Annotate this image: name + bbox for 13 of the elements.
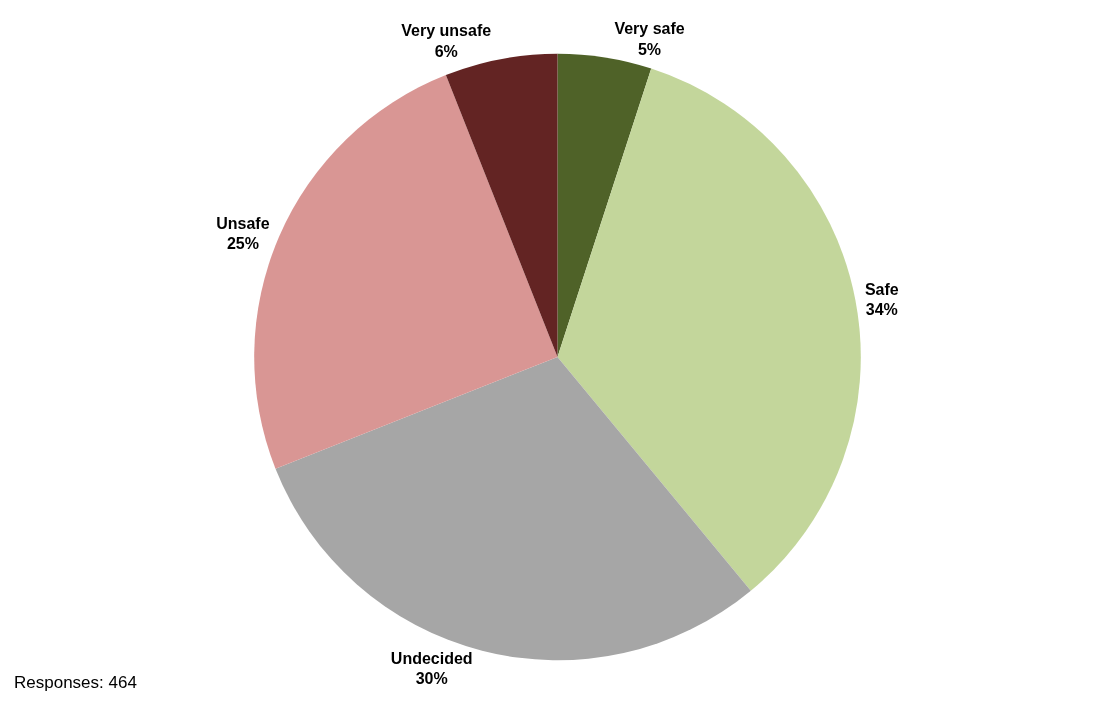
pie-slice [557,53,652,357]
slice-label: Safe [864,280,899,298]
data-label: 25% [226,235,259,253]
data-label: 6% [434,42,458,60]
pie-slice [557,68,861,591]
slice-label: Undecided [390,649,473,667]
slice-label: Unsafe [216,214,270,232]
slice-label: Very unsafe [401,21,492,39]
slice-label: Very safe [614,20,685,38]
data-label: 34% [865,301,898,319]
data-label: 5% [637,40,662,58]
data-label: 30% [415,670,448,688]
text: Responses: 464 [14,673,137,692]
